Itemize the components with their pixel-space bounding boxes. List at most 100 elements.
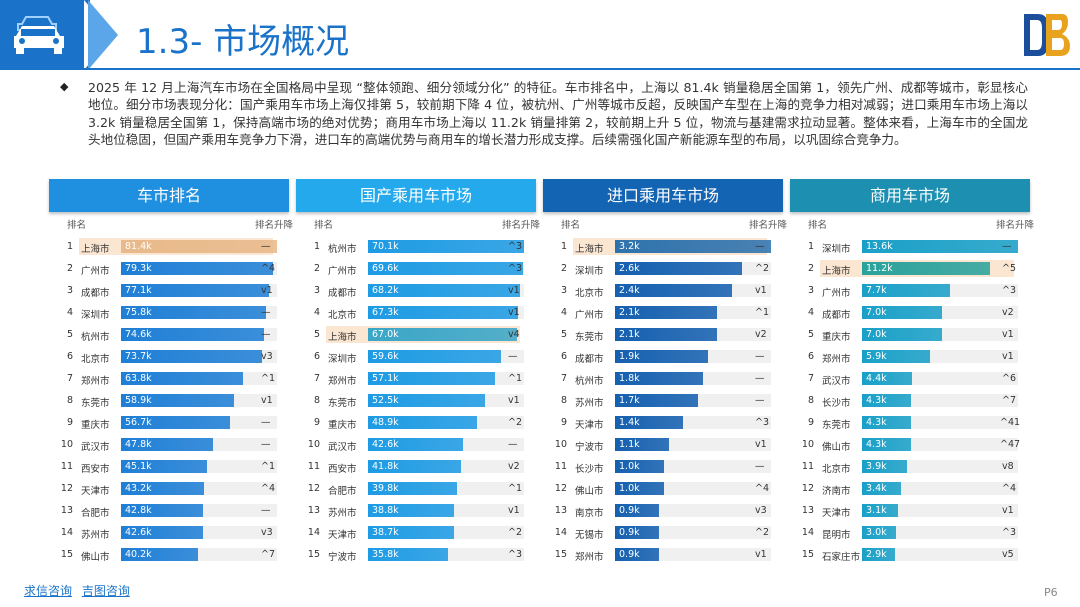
- city-name: 长沙市: [575, 464, 604, 475]
- sales-value: 81.4k: [125, 241, 152, 252]
- ranking-row: 10 佛山市 4.3k ^47: [790, 433, 1030, 455]
- ranking-row: 4 深圳市 75.8k —: [49, 301, 289, 323]
- ranking-row: 10 武汉市 47.8k —: [49, 433, 289, 455]
- rank-number: 3: [807, 285, 814, 296]
- bar-track: 70.1k: [368, 240, 524, 253]
- bar-track: 35.8k: [368, 548, 524, 561]
- sales-bar: 59.6k: [368, 350, 501, 363]
- sales-value: 77.1k: [125, 285, 152, 296]
- city-name: 北京市: [822, 464, 851, 475]
- city-name: 广州市: [575, 310, 604, 321]
- rank-number: 1: [560, 241, 567, 252]
- ranking-row: 11 长沙市 1.0k —: [543, 455, 783, 477]
- ranking-row: 13 天津市 3.1k v1: [790, 499, 1030, 521]
- bar-track: 42.8k: [121, 504, 277, 517]
- panel-title: 车市排名: [49, 179, 289, 212]
- sales-value: 42.6k: [125, 527, 152, 538]
- sales-bar: 52.5k: [368, 394, 485, 407]
- ranking-row: 1 上海市 81.4k —: [49, 235, 289, 257]
- bar-track: 1.0k: [615, 482, 771, 495]
- sales-value: 3.4k: [866, 483, 887, 494]
- rank-number: 13: [60, 505, 73, 516]
- rank-number: 12: [60, 483, 73, 494]
- sales-value: 11.2k: [866, 263, 893, 274]
- rank-number: 4: [807, 307, 814, 318]
- rank-change: v1: [755, 549, 767, 560]
- rank-number: 5: [66, 329, 73, 340]
- city-name: 东莞市: [328, 398, 357, 409]
- city-name: 东莞市: [822, 420, 851, 431]
- city-name: 上海市: [575, 244, 604, 255]
- ranking-row: 3 成都市 68.2k v1: [296, 279, 536, 301]
- rank-number: 2: [807, 263, 814, 274]
- bar-track: 1.9k: [615, 350, 771, 363]
- sales-bar: 63.8k: [121, 372, 243, 385]
- sales-value: 7.7k: [866, 285, 887, 296]
- sales-value: 0.9k: [619, 527, 640, 538]
- sales-bar: 42.8k: [121, 504, 203, 517]
- rank-change: v1: [508, 285, 520, 296]
- sales-value: 3.9k: [866, 461, 887, 472]
- rank-number: 1: [807, 241, 814, 252]
- ranking-row: 11 北京市 3.9k v8: [790, 455, 1030, 477]
- rank-change: ^4: [755, 483, 770, 494]
- footer-links: 求信咨询 吉图咨询: [24, 582, 136, 599]
- sales-bar: 5.9k: [862, 350, 930, 363]
- sales-value: 42.8k: [125, 505, 152, 516]
- column-rank-label: 排名: [808, 220, 828, 231]
- page-title: 1.3- 市场概况: [136, 22, 350, 62]
- ranking-row: 12 合肥市 39.8k ^1: [296, 477, 536, 499]
- panel-column-header: 排名 排名升降: [790, 213, 1034, 231]
- column-change-label: 排名升降: [995, 220, 1034, 231]
- rank-number: 15: [307, 549, 320, 560]
- sales-value: 1.1k: [619, 439, 640, 450]
- ranking-row: 13 南京市 0.9k v3: [543, 499, 783, 521]
- bar-track: 1.1k: [615, 438, 771, 451]
- rank-change: —: [508, 439, 518, 450]
- rank-change: v1: [508, 307, 520, 318]
- rank-change: ^4: [261, 263, 276, 274]
- rank-change: v2: [508, 461, 520, 472]
- rank-number: 8: [313, 395, 320, 406]
- city-name: 杭州市: [575, 376, 604, 387]
- city-name: 合肥市: [328, 486, 357, 497]
- column-change-label: 排名升降: [501, 220, 540, 231]
- sales-value: 73.7k: [125, 351, 152, 362]
- ranking-row: 12 济南市 3.4k ^4: [790, 477, 1030, 499]
- footer-link-2[interactable]: 吉图咨询: [81, 584, 130, 598]
- sales-bar: 3.0k: [862, 526, 896, 539]
- rank-change: ^7: [261, 549, 276, 560]
- rank-change: ^2: [508, 527, 523, 538]
- city-name: 广州市: [81, 266, 110, 277]
- bar-track: 1.4k: [615, 416, 771, 429]
- sales-value: 0.9k: [619, 505, 640, 516]
- sales-value: 47.8k: [125, 439, 152, 450]
- sales-value: 2.6k: [619, 263, 640, 274]
- rank-number: 7: [560, 373, 567, 384]
- city-name: 天津市: [822, 508, 851, 519]
- bar-track: 39.8k: [368, 482, 524, 495]
- footer-link-1[interactable]: 求信咨询: [24, 584, 73, 598]
- ranking-row: 8 东莞市 52.5k v1: [296, 389, 536, 411]
- rank-number: 4: [66, 307, 73, 318]
- bar-track: 47.8k: [121, 438, 277, 451]
- city-name: 深圳市: [81, 310, 110, 321]
- sales-value: 45.1k: [125, 461, 152, 472]
- city-name: 佛山市: [575, 486, 604, 497]
- rank-number: 15: [801, 549, 814, 560]
- city-name: 北京市: [81, 354, 110, 365]
- ranking-row: 1 深圳市 13.6k —: [790, 235, 1030, 257]
- bar-track: 4.3k: [862, 438, 1018, 451]
- rank-change: v1: [261, 395, 273, 406]
- ranking-row: 4 北京市 67.3k v1: [296, 301, 536, 323]
- sales-value: 52.5k: [372, 395, 399, 406]
- ranking-list: 1 上海市 81.4k — 2 广州市 79.3k ^4 3 成都市 77.1k v1 4 深圳市 75.8…: [49, 235, 289, 565]
- sales-bar: 0.9k: [615, 504, 659, 517]
- panel-title: 国产乘用车市场: [296, 179, 536, 212]
- rank-change: v8: [1002, 461, 1014, 472]
- bar-track: 2.1k: [615, 328, 771, 341]
- ranking-list: 1 上海市 3.2k — 2 深圳市 2.6k ^2 3 北京市 2.4k v1 4 广州市 2.1k ^1 5…: [543, 235, 783, 565]
- sales-value: 67.3k: [372, 307, 399, 318]
- ranking-row: 5 杭州市 74.6k —: [49, 323, 289, 345]
- page-number: P6: [1044, 586, 1058, 599]
